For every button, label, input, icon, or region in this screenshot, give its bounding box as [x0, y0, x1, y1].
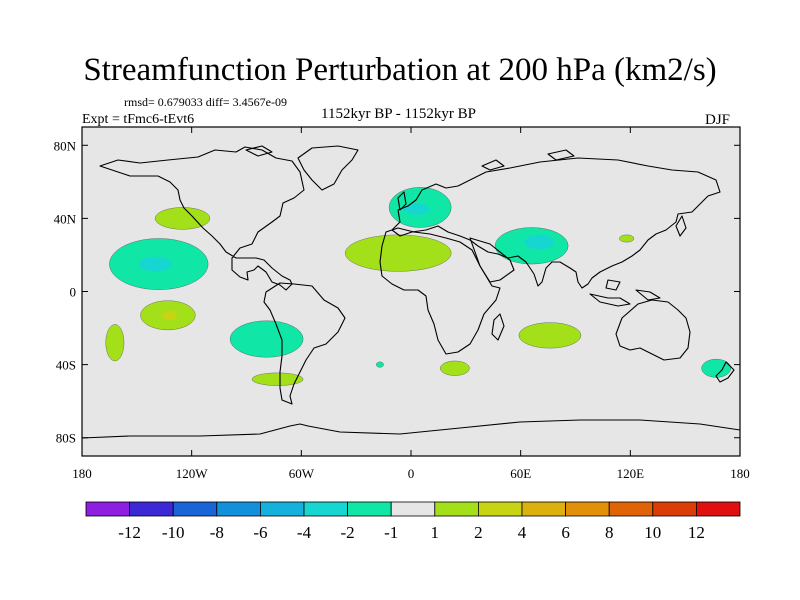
coastline-british-isles: [397, 191, 407, 211]
anomaly-south-indian-ocean-positive: [518, 322, 582, 349]
colorbar-label: 2: [474, 523, 483, 542]
coastline-indonesia: [589, 279, 661, 307]
y-tick-label: 0: [70, 285, 77, 300]
x-tick-label: 180: [730, 466, 750, 481]
colorbar-label: 1: [431, 523, 440, 542]
coastline-antarctica: [82, 419, 740, 439]
anomaly-south-america-positive: [251, 372, 304, 386]
anomaly-east-asia-positive: [619, 234, 635, 243]
anomaly-south-atlantic-positive: [440, 360, 470, 376]
colorbar-label: 4: [518, 523, 527, 542]
anomaly-north-africa-positive: [345, 234, 452, 272]
anomaly-core-middle-east-negative: [524, 234, 554, 250]
colorbar-swatch: [259, 501, 305, 517]
x-tick-label: 180: [72, 466, 92, 481]
colorbar-label: -2: [341, 523, 355, 542]
coastline-eurasia: [391, 157, 721, 289]
colorbar-label: -4: [297, 523, 312, 542]
coastline-new-zealand: [715, 361, 735, 383]
anomaly-southwest-pacific-positive: [105, 324, 125, 362]
colorbar: -12 -10 -8 -6 -4 -2 -1 1 2 4 6 8 10 12: [85, 501, 741, 542]
colorbar-swatch: [85, 501, 130, 517]
coastlines: [82, 145, 740, 439]
coastline-japan: [675, 215, 687, 237]
x-tick-label: 120W: [176, 466, 209, 481]
colorbar-swatch: [172, 501, 218, 517]
y-tick-label: 80N: [54, 138, 77, 153]
x-tick-label: 120E: [617, 466, 645, 481]
colorbar-label: -12: [118, 523, 141, 542]
anomaly-core-south-pacific-positive: [162, 310, 178, 320]
colorbar-label: 8: [605, 523, 614, 542]
experiment-label: Expt = tFmc6-tEvt6: [82, 112, 195, 127]
colorbar-swatch: [521, 501, 566, 517]
colorbar-label: 10: [644, 523, 661, 542]
plot-title: Streamfunction Perturbation at 200 hPa (…: [83, 52, 717, 88]
colorbar-swatch: [434, 501, 479, 517]
colorbar-label: -8: [210, 523, 224, 542]
anomaly-core-europe-negative: [403, 203, 430, 215]
coastline-madagascar: [491, 313, 505, 341]
anomaly-southeast-pacific-negative: [229, 320, 304, 358]
y-tick-label: 80S: [56, 431, 76, 446]
colorbar-swatch: [565, 501, 610, 517]
anomaly-new-zealand-negative: [701, 358, 732, 378]
coastline-greenland: [297, 145, 359, 191]
x-tick-label: 60W: [289, 466, 315, 481]
colorbar-swatch: [216, 501, 261, 517]
colorbar-swatch: [652, 501, 697, 517]
colorbar-label: -6: [253, 523, 267, 542]
coastline-africa: [379, 227, 501, 355]
coastline-australia: [615, 299, 691, 361]
colorbar-swatch: [347, 501, 392, 517]
coastline-north-america: [99, 146, 305, 291]
coastline-south-america: [263, 282, 346, 405]
y-tick-label: 40N: [54, 211, 77, 226]
y-tick-label: 40S: [56, 358, 76, 373]
colorbar-swatch: [696, 501, 741, 517]
colorbar-swatch: [390, 501, 436, 517]
anomaly-mid-atlantic-negative: [376, 361, 384, 368]
y-axis: 80N 40N 0 40S 80S: [54, 138, 740, 446]
period-label: 1152kyr BP - 1152kyr BP: [321, 106, 477, 122]
colorbar-swatch: [608, 501, 654, 517]
rmsd-diff-stats: rmsd= 0.679033 diff= 3.4567e-09: [124, 95, 287, 109]
colorbar-label: -10: [162, 523, 185, 542]
coastline-arctic-islands: [245, 145, 575, 171]
x-tick-label: 0: [408, 466, 415, 481]
anomaly-core-central-pacific-negative: [138, 256, 172, 272]
season-label: DJF: [705, 112, 731, 128]
coastline-arabia: [469, 237, 515, 283]
colorbar-label: 12: [688, 523, 705, 542]
colorbar-swatch: [129, 501, 174, 517]
x-axis: 180 120W 60W 0 60E 120E 180: [72, 127, 750, 481]
colorbar-swatch: [477, 501, 523, 517]
map-background: [82, 127, 740, 456]
colorbar-label: -1: [384, 523, 398, 542]
colorbar-label: 6: [561, 523, 570, 542]
x-tick-label: 60E: [510, 466, 531, 481]
colorbar-swatch: [303, 501, 348, 517]
anomaly-contours: [105, 187, 732, 386]
anomaly-nw-pacific-positive: [154, 207, 211, 230]
